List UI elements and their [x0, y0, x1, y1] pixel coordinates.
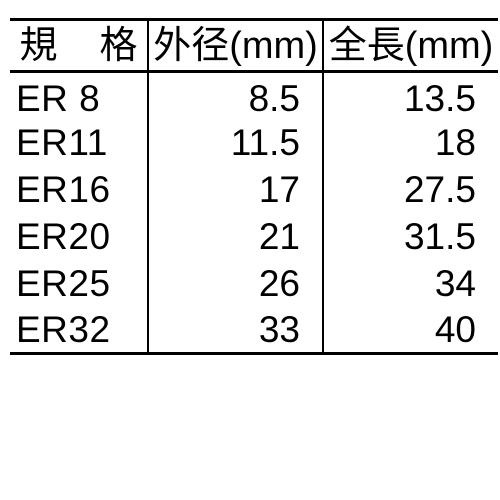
cell-len: 34 [323, 260, 498, 307]
cell-od: 11.5 [148, 119, 323, 166]
cell-spec: ER11 [10, 119, 148, 166]
cell-len: 13.5 [323, 72, 498, 119]
table-row: ER 8 8.5 13.5 [10, 72, 498, 119]
cell-spec: ER25 [10, 260, 148, 307]
table-row: ER25 26 34 [10, 260, 498, 307]
cell-od: 17 [148, 166, 323, 213]
cell-od: 33 [148, 307, 323, 354]
table-row: ER16 17 27.5 [10, 166, 498, 213]
col-header-spec-right: 格 [100, 25, 138, 67]
table-row: ER20 21 31.5 [10, 213, 498, 260]
col-header-od: 外径(mm) [148, 20, 323, 72]
cell-len: 18 [323, 119, 498, 166]
spec-table: 規格 外径(mm) 全長(mm) ER 8 8.5 13.5 ER11 11.5… [10, 18, 498, 355]
col-header-len: 全長(mm) [323, 20, 498, 72]
col-header-spec-left: 規 [19, 25, 57, 67]
table-row: ER32 33 40 [10, 307, 498, 354]
cell-spec: ER 8 [10, 72, 148, 119]
col-header-spec: 規格 [10, 20, 148, 72]
cell-len: 31.5 [323, 213, 498, 260]
cell-od: 8.5 [148, 72, 323, 119]
cell-len: 40 [323, 307, 498, 354]
cell-od: 26 [148, 260, 323, 307]
cell-len: 27.5 [323, 166, 498, 213]
table-header-row: 規格 外径(mm) 全長(mm) [10, 20, 498, 72]
cell-spec: ER16 [10, 166, 148, 213]
cell-spec: ER32 [10, 307, 148, 354]
page: 規格 外径(mm) 全長(mm) ER 8 8.5 13.5 ER11 11.5… [0, 0, 500, 500]
cell-od: 21 [148, 213, 323, 260]
cell-spec: ER20 [10, 213, 148, 260]
table-row: ER11 11.5 18 [10, 119, 498, 166]
